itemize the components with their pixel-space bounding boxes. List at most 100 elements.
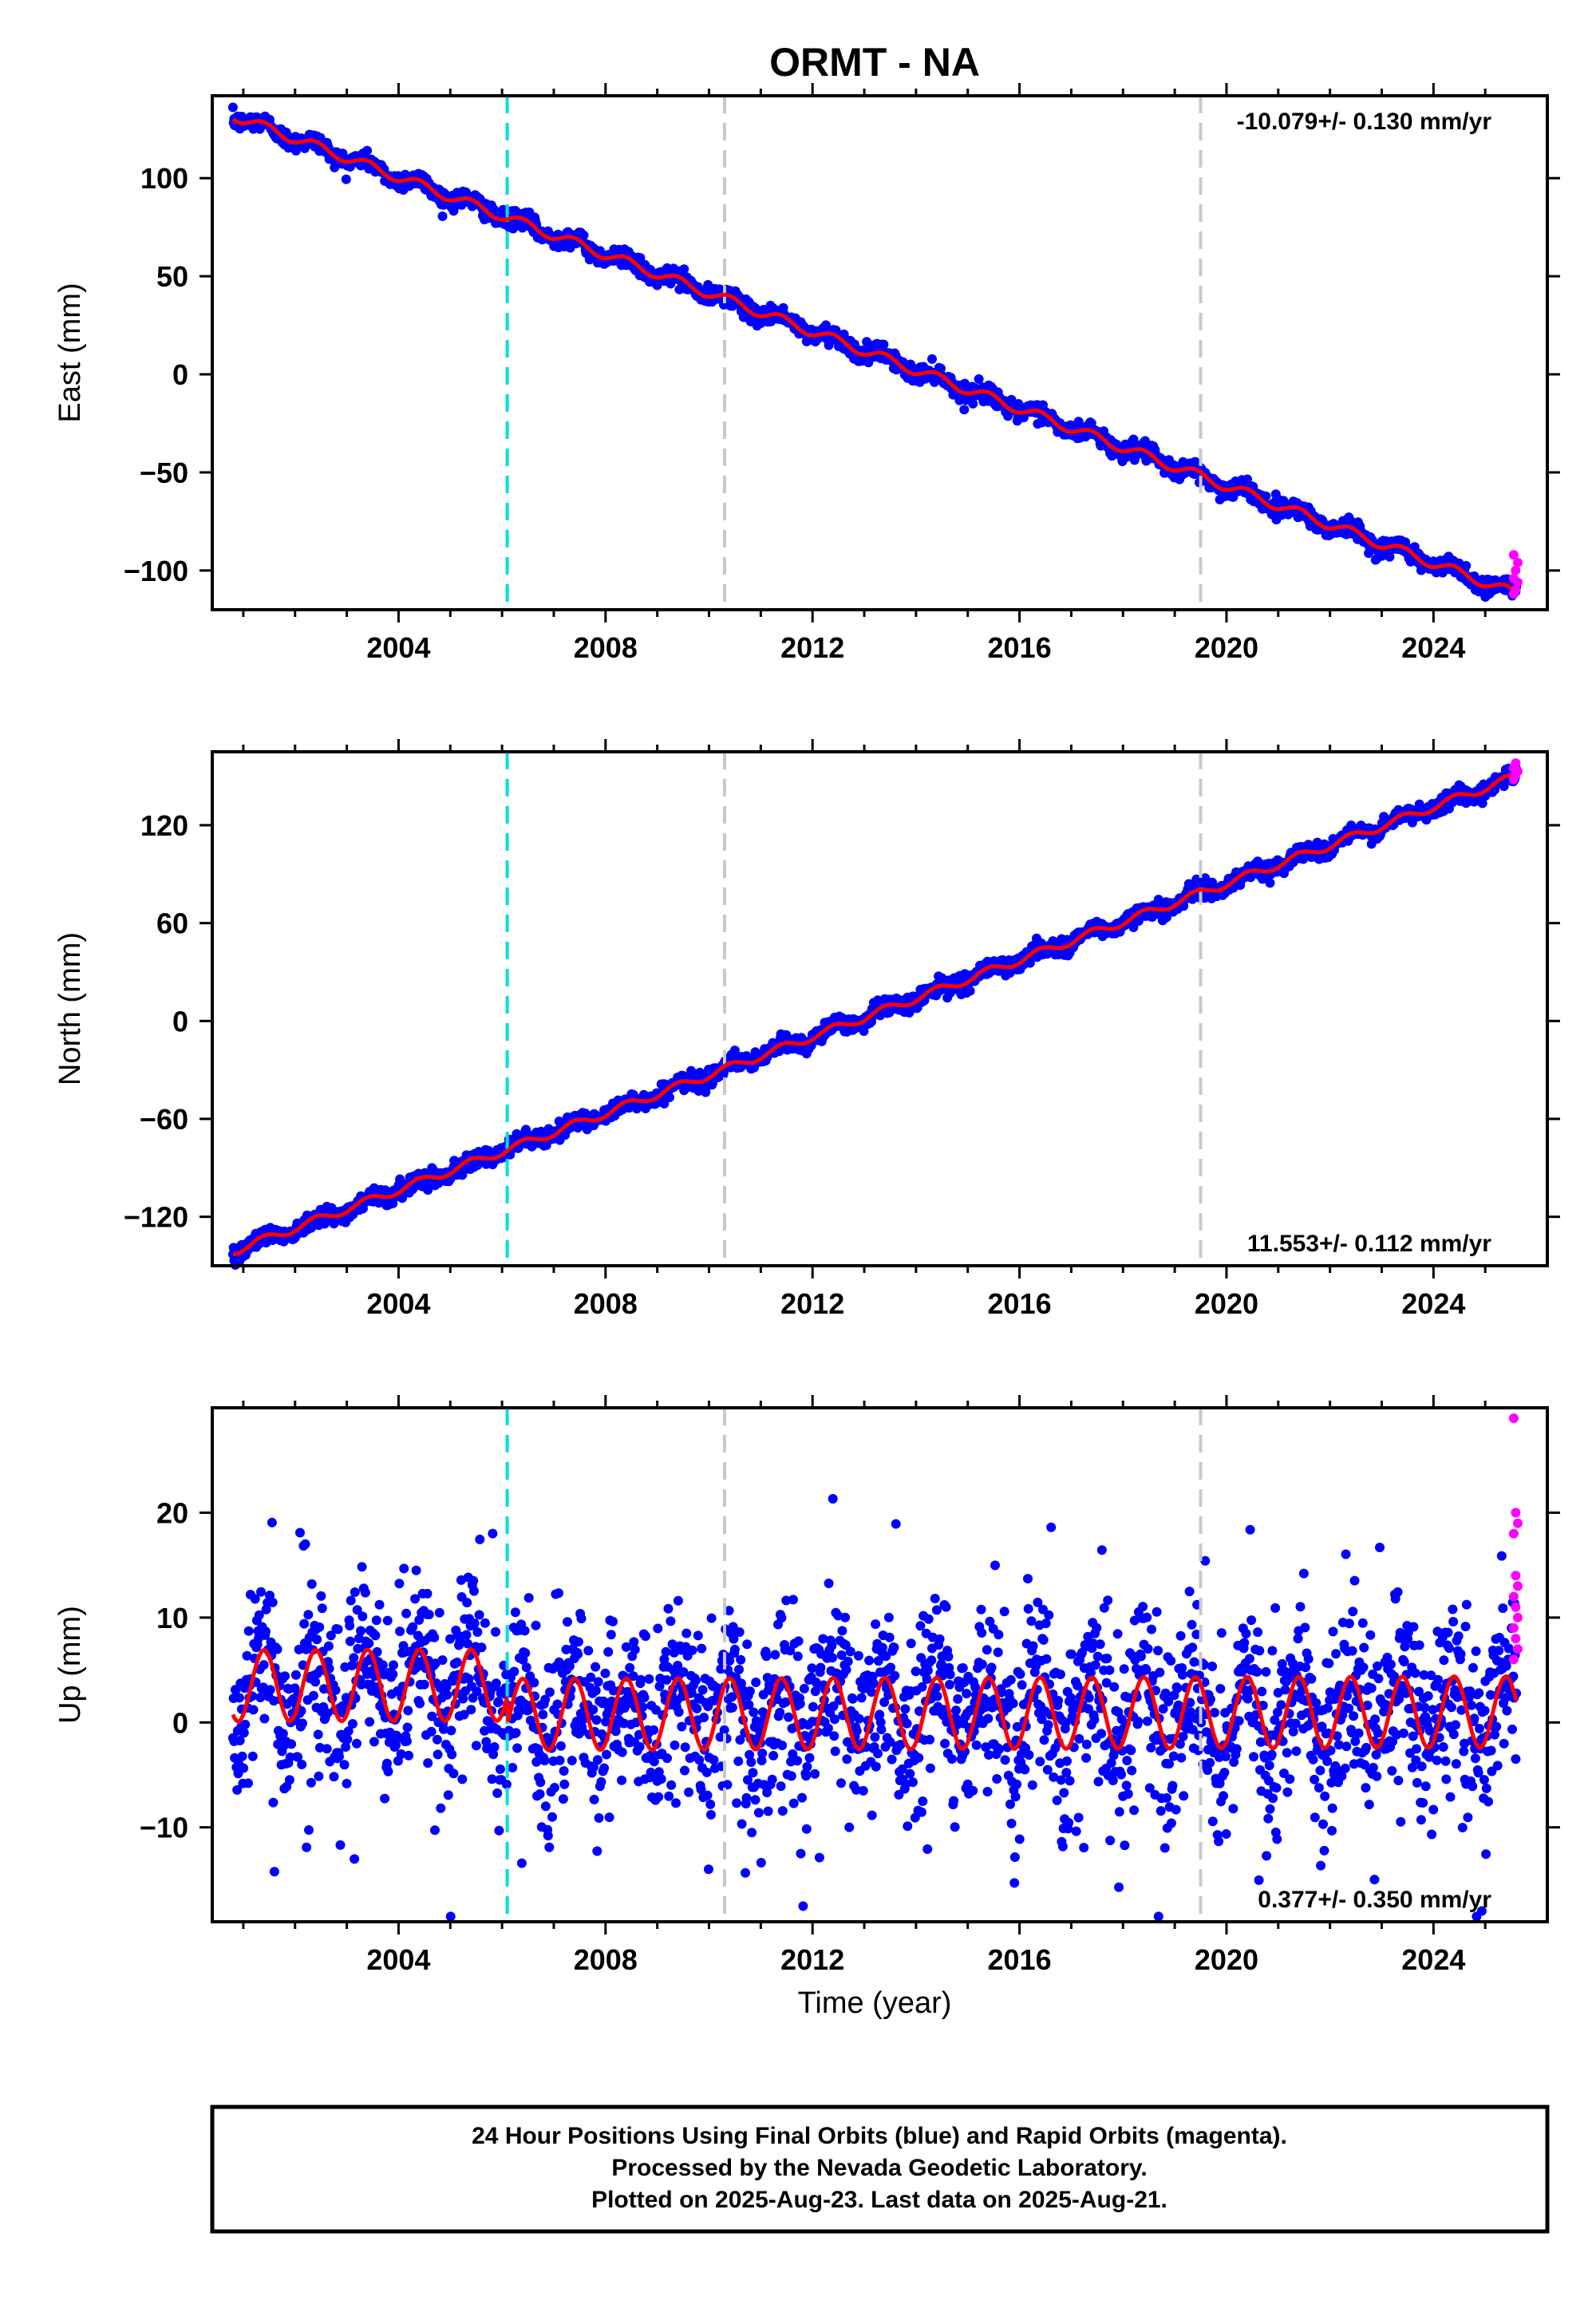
panel-up-point — [469, 1618, 480, 1629]
panel-up-point — [446, 1725, 456, 1736]
panel-up-point — [286, 1739, 297, 1749]
panel-up-point — [357, 1562, 367, 1572]
panel-up-point — [342, 1734, 353, 1745]
panel-east-y-tick-label: −100 — [124, 555, 188, 587]
panel-east-y-tick-label: 50 — [156, 260, 188, 293]
panel-up-point — [404, 1750, 414, 1761]
panel-up-point — [471, 1741, 481, 1751]
panel-up-point — [248, 1705, 259, 1715]
panel-north-x-tick-label: 2012 — [780, 1287, 844, 1320]
panel-up-point — [306, 1579, 317, 1589]
panel-up-point — [299, 1618, 310, 1629]
panel-up-point — [411, 1565, 421, 1575]
panel-up-point — [237, 1751, 247, 1761]
panel-east-point — [579, 230, 589, 240]
panel-north-y-tick-label: −120 — [124, 1201, 188, 1234]
panel-up-point — [334, 1752, 344, 1761]
panel-up-point — [382, 1758, 392, 1769]
panel-up-point — [371, 1615, 381, 1626]
panel-east-point — [959, 405, 970, 415]
panel-up-point — [316, 1591, 326, 1601]
panel-east-rapid-points — [1508, 550, 1523, 599]
panel-east-x-tick-label: 2004 — [366, 631, 430, 664]
panel-up-point — [317, 1603, 327, 1614]
panel-up-point — [323, 1641, 334, 1651]
panel-up-point — [297, 1760, 307, 1769]
panel-up-point — [349, 1653, 359, 1663]
panel-up-point — [313, 1729, 323, 1740]
panel-up-point — [468, 1575, 479, 1586]
panel-up-point — [369, 1737, 379, 1747]
panel-north-x-tick-label: 2024 — [1401, 1287, 1465, 1320]
panel-east-x-tick-label: 2012 — [780, 631, 844, 664]
panel-up-point — [402, 1722, 413, 1733]
panel-up-point — [308, 1690, 318, 1701]
panel-up-point — [267, 1597, 278, 1607]
panel-up-point — [374, 1599, 385, 1610]
panel-east-point — [974, 374, 984, 384]
panel-up-point — [422, 1588, 433, 1599]
panel-up-point — [437, 1655, 448, 1666]
panel-up-point — [365, 1717, 375, 1727]
panel-up-point — [443, 1790, 453, 1800]
panel-north-point — [1265, 878, 1275, 888]
panel-east-x-tick-label: 2008 — [574, 631, 638, 664]
panel-up-point — [350, 1587, 360, 1597]
panel-up-point — [333, 1624, 343, 1634]
panel-up-point — [322, 1744, 332, 1754]
panel-up-point — [303, 1610, 314, 1620]
panel-north-x-tick-label: 2020 — [1195, 1287, 1258, 1320]
panel-up-point — [401, 1608, 412, 1618]
panel-up-point — [430, 1825, 440, 1836]
panel-up-point — [235, 1693, 244, 1703]
panel-east-x-tick-label: 2024 — [1401, 631, 1465, 664]
panel-north-y-tick-label: 60 — [156, 907, 188, 940]
panel-up-point — [302, 1842, 312, 1852]
panel-north-y-tick-label: −60 — [140, 1103, 188, 1136]
panel-up-point — [462, 1638, 472, 1649]
panel-up-point — [389, 1660, 398, 1670]
panel-up-point — [268, 1797, 279, 1808]
panel-up-point — [415, 1698, 425, 1709]
panel-up-point — [243, 1778, 253, 1788]
panel-north-x-tick-label: 2008 — [574, 1287, 638, 1320]
panel-up-point — [243, 1626, 254, 1636]
panel-east-ylabel: East (mm) — [53, 283, 87, 422]
panel-up-point — [335, 1840, 346, 1850]
panel-up-point — [239, 1763, 249, 1773]
panel-up-point — [284, 1775, 294, 1785]
panel-up-point — [345, 1621, 355, 1630]
panel-up-point — [306, 1777, 316, 1788]
panel-up-point — [452, 1658, 462, 1667]
panel-east-rate-label: -10.079+/- 0.130 mm/yr — [1237, 109, 1492, 135]
panel-up-point — [462, 1598, 472, 1608]
panel-up-point — [436, 1803, 446, 1813]
panel-up-point — [314, 1622, 325, 1632]
panel-up-point — [370, 1630, 381, 1641]
panel-up-point — [265, 1685, 275, 1695]
panel-up-point — [419, 1679, 429, 1690]
panel-north-x-tick-label: 2016 — [988, 1287, 1052, 1320]
panel-up-point — [314, 1771, 324, 1781]
panel-north-point — [665, 1093, 674, 1102]
panel-up-point — [310, 1677, 321, 1687]
panel-east-point — [362, 145, 373, 156]
panel-north-rapid-point — [1511, 758, 1521, 769]
panel-east-x-tick-label: 2020 — [1195, 631, 1258, 664]
panel-east-point — [879, 339, 889, 350]
panel-up-point — [377, 1660, 388, 1670]
panel-up-point — [272, 1644, 282, 1654]
panel-up-point — [364, 1638, 374, 1649]
panel-north-ylabel: North (mm) — [53, 932, 87, 1085]
panel-up-point — [260, 1626, 271, 1637]
panel-east-point — [227, 102, 238, 113]
panel-up-point — [445, 1911, 456, 1922]
panel-up-point — [403, 1705, 413, 1716]
panel-north-rapid-points — [1508, 758, 1523, 785]
panel-up-point — [342, 1778, 352, 1788]
panel-east-point — [927, 354, 937, 364]
panel-up-point — [432, 1734, 442, 1745]
